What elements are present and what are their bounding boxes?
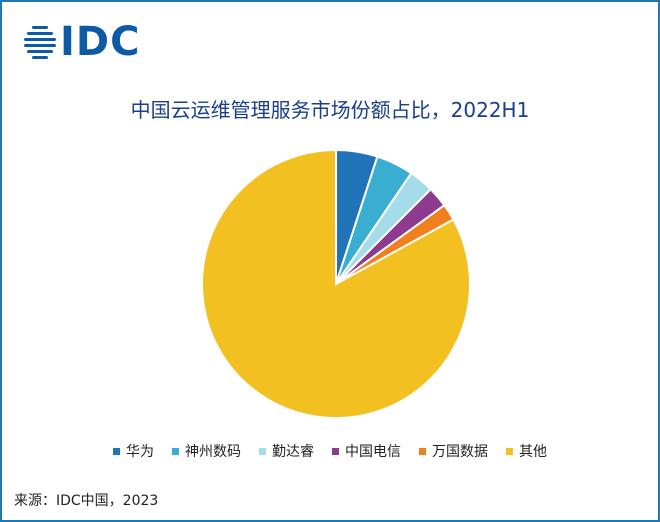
legend-item-2: 勤达睿 [259, 441, 314, 461]
legend-label: 华为 [126, 444, 154, 460]
legend-label: 中国电信 [345, 444, 401, 460]
legend-item-5: 其他 [506, 441, 547, 461]
logo-text: IDC [60, 19, 141, 65]
legend-item-4: 万国数据 [419, 441, 488, 461]
legend-swatch [259, 447, 266, 455]
globe-icon [24, 26, 56, 59]
legend-swatch [172, 447, 179, 455]
chart-title: 中国云运维管理服务市场份额占比，2022H1 [130, 98, 530, 122]
pie-slice-5 [201, 148, 471, 419]
legend-label: 勤达睿 [272, 444, 314, 460]
idc-logo: IDC [22, 22, 140, 62]
legend-label: 神州数码 [185, 444, 241, 460]
legend-item-1: 神州数码 [172, 441, 241, 461]
legend-item-0: 华为 [113, 441, 154, 461]
legend-swatch [113, 447, 120, 455]
legend-item-3: 中国电信 [332, 441, 401, 461]
legend-swatch [419, 447, 426, 455]
legend: 华为 神州数码 勤达睿 中国电信 万国数据 其他 [0, 441, 660, 461]
legend-label: 万国数据 [432, 444, 488, 460]
legend-swatch [506, 447, 513, 455]
legend-swatch [332, 447, 339, 455]
legend-label: 其他 [519, 444, 547, 460]
source-note: 来源：IDC中国，2023 [14, 493, 159, 509]
